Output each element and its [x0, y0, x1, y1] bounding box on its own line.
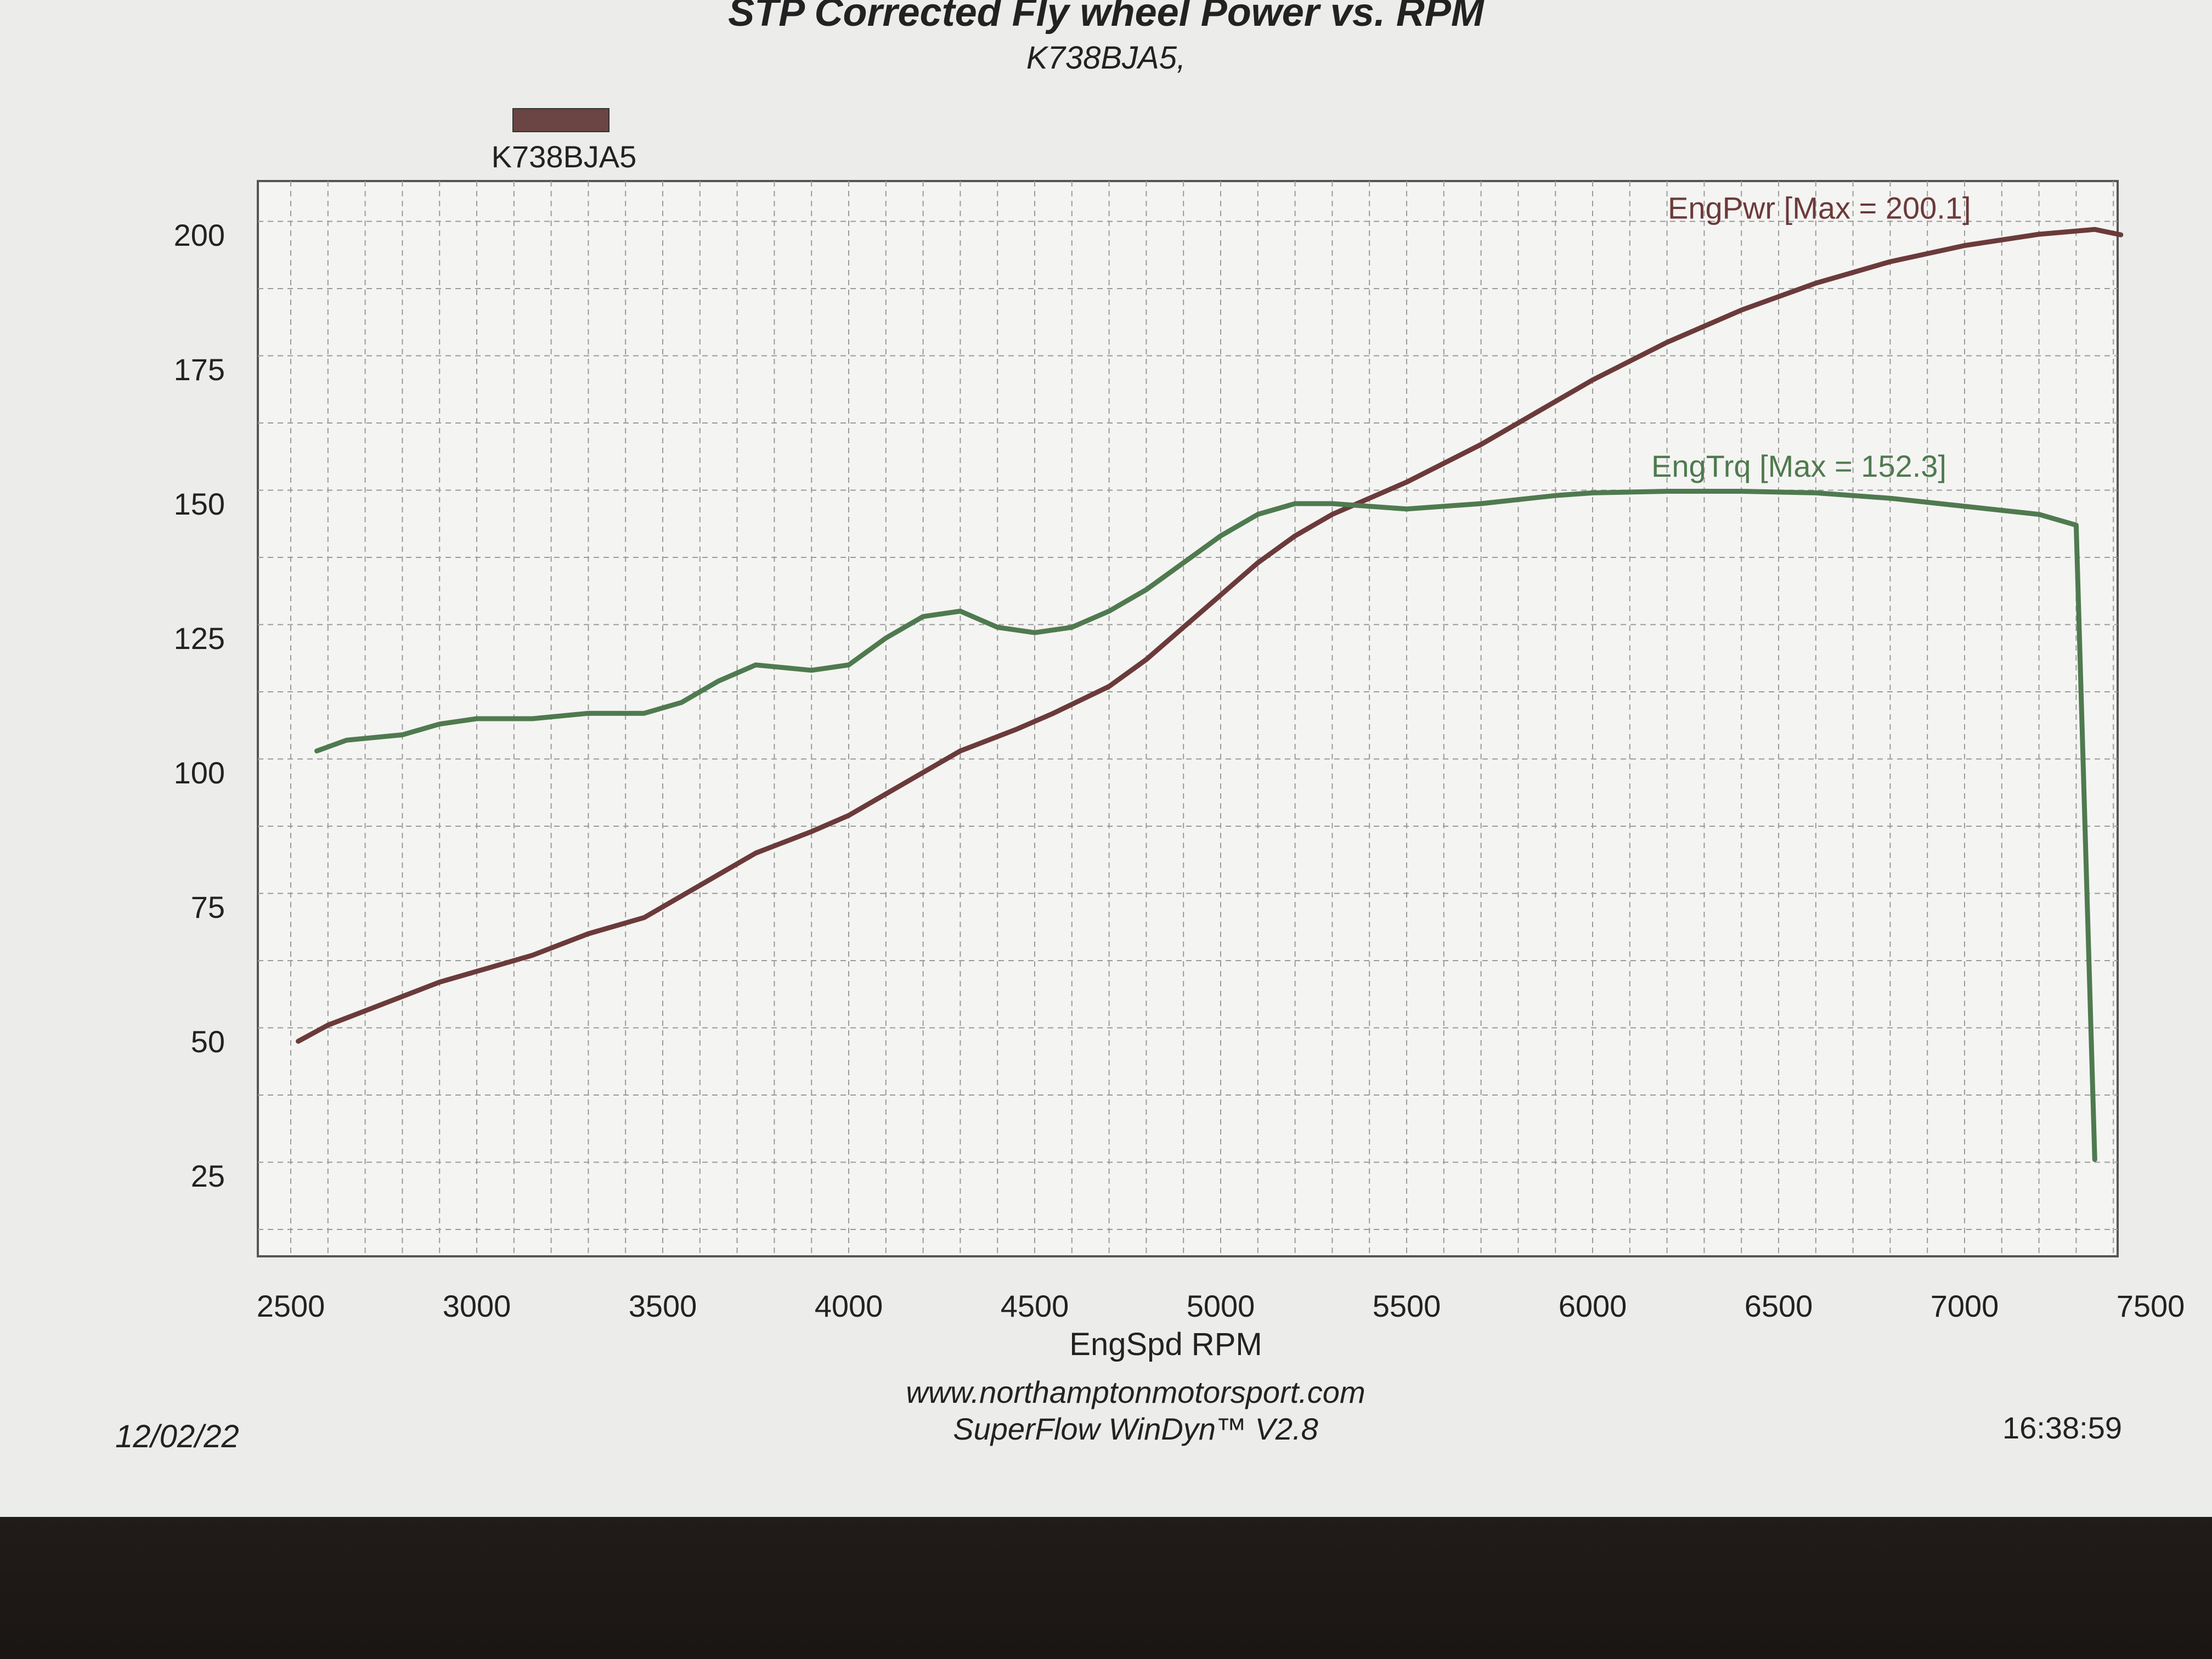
y-tick-label: 125: [174, 621, 225, 656]
y-tick-label: 150: [174, 487, 225, 521]
x-tick-label: 5500: [1373, 1289, 1441, 1323]
x-axis-label: EngSpd RPM: [1069, 1327, 1262, 1362]
x-tick-label: 3000: [443, 1289, 511, 1323]
legend-label: K738BJA5: [492, 139, 637, 174]
footer-date: 12/02/22: [115, 1419, 239, 1454]
x-tick-label: 7000: [1931, 1289, 1999, 1323]
footer-software: SuperFlow WinDyn™ V2.8: [953, 1412, 1318, 1446]
series-label-engtrq: EngTrq [Max = 152.3]: [1651, 449, 1946, 483]
x-tick-label: 5000: [1187, 1289, 1255, 1323]
y-tick-label: 200: [174, 218, 225, 252]
x-tick-label: 7500: [2117, 1289, 2185, 1323]
legend-swatch: [512, 108, 610, 132]
y-tick-label: 75: [191, 890, 225, 924]
x-tick-label: 6500: [1745, 1289, 1813, 1323]
chart-subtitle: K738BJA5,: [1026, 40, 1186, 76]
x-tick-label: 4500: [1001, 1289, 1069, 1323]
y-tick-label: 25: [191, 1159, 225, 1193]
x-tick-label: 3500: [629, 1289, 697, 1323]
chart: 25 50 75 100 125 150 175 200 2500 3000 3500 4000 450…: [174, 108, 2185, 1362]
series-line-engtrq: [314, 489, 2097, 1163]
series-line-engpwr: [296, 227, 2124, 1044]
x-tick-label: 6000: [1559, 1289, 1627, 1323]
plot-area: [257, 180, 2119, 1257]
y-tick-label: 175: [174, 352, 225, 387]
y-tick-label: 50: [191, 1024, 225, 1059]
footer-website: www.northamptonmotorsport.com: [906, 1375, 1365, 1409]
series-label-engpwr: EngPwr [Max = 200.1]: [1668, 191, 1971, 225]
chart-title: STP Corrected Fly wheel Power vs. RPM: [728, 0, 1484, 35]
y-tick-label: 100: [174, 755, 225, 790]
x-tick-label: 2500: [257, 1289, 325, 1323]
footer-time: 16:38:59: [2002, 1410, 2122, 1445]
x-tick-label: 4000: [815, 1289, 883, 1323]
